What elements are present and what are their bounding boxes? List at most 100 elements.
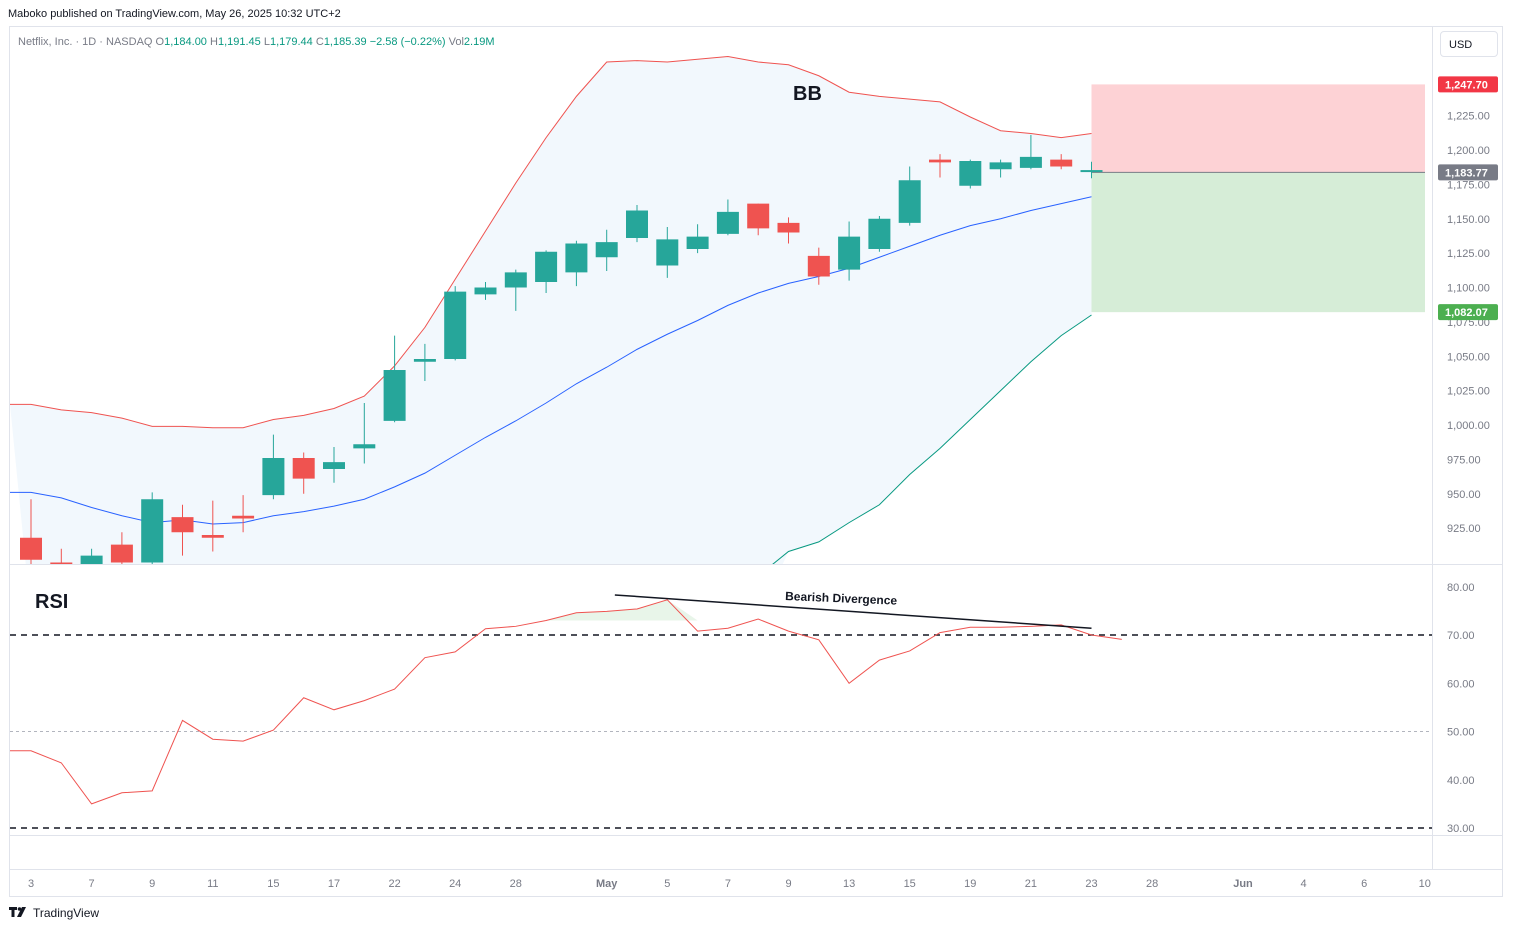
ohlc-legend: Netflix, Inc. · 1D · NASDAQ O1,184.00 H1… (18, 36, 494, 48)
time-tick-label: 7 (89, 878, 95, 890)
candle-body (595, 242, 618, 258)
bb-annotation: BB (793, 83, 822, 105)
candle (716, 199, 739, 236)
time-tick-label: 15 (904, 878, 916, 890)
time-tick-label: 11 (207, 878, 218, 890)
time-tick-label: Jun (1233, 878, 1253, 890)
candle (50, 548, 73, 564)
candle (898, 166, 921, 226)
candle (868, 216, 891, 252)
price-tick-label: 1,100.00 (1447, 283, 1490, 295)
bb-upper-line (10, 55, 1092, 429)
rsi-line (10, 599, 1122, 805)
candle-body (141, 499, 164, 563)
symbol-label[interactable]: Netflix, Inc. · 1D · NASDAQ (18, 36, 153, 48)
time-tick-label: 19 (964, 878, 976, 890)
candle-body (413, 359, 436, 362)
currency-selector[interactable]: USD (1440, 31, 1498, 57)
high-label: H (210, 36, 218, 48)
candle (232, 495, 255, 533)
candle-body (262, 458, 285, 496)
candle (292, 452, 315, 494)
candle (838, 221, 861, 281)
target-price-label-bg (1438, 304, 1498, 321)
candle (20, 499, 42, 564)
candle-body (656, 239, 679, 266)
candle (565, 240, 588, 287)
time-tick-label: 28 (1146, 878, 1158, 890)
candle-body (989, 162, 1012, 170)
tradingview-logo[interactable]: TradingView (9, 906, 99, 920)
price-tick-label: 1,175.00 (1447, 179, 1490, 191)
candle (353, 403, 376, 464)
candle-body (868, 218, 891, 249)
candle (777, 217, 800, 244)
candle-body (444, 291, 467, 359)
rsi-tick-label: 60.00 (1447, 678, 1475, 690)
price-tick-label: 1,150.00 (1447, 214, 1490, 226)
time-tick-label: 5 (664, 878, 670, 890)
rsi-title: RSI (35, 591, 68, 613)
candle-body (807, 255, 830, 277)
time-tick-label: 9 (785, 878, 791, 890)
time-tick-label: 23 (1085, 878, 1097, 890)
bb-fill (10, 56, 1092, 564)
candle-body (80, 555, 103, 564)
time-tick-label: 24 (449, 878, 461, 890)
time-tick-label: 7 (725, 878, 731, 890)
candle-body (20, 537, 42, 560)
rsi-tick-label: 40.00 (1447, 775, 1475, 787)
time-tick-label: 21 (1025, 878, 1037, 890)
volume-label: Vol (448, 36, 464, 48)
time-tick-label: 22 (388, 878, 400, 890)
candle-body (383, 370, 406, 421)
price-tick-label: 1,050.00 (1447, 351, 1490, 363)
candle (80, 548, 103, 564)
price-tick-label: 1,225.00 (1447, 111, 1490, 123)
candle-body (353, 444, 376, 449)
candle-body (110, 544, 133, 563)
time-tick-label: 13 (843, 878, 855, 890)
price-tick-label: 1,125.00 (1447, 248, 1490, 260)
candle-body (898, 180, 921, 223)
candle-body (474, 287, 497, 295)
candle-body (716, 211, 739, 234)
candle (141, 492, 164, 564)
candle-body (959, 161, 982, 186)
target-price-label: 1,082.07 (1438, 304, 1498, 321)
candle (444, 286, 467, 361)
price-price-label-bg (1438, 164, 1498, 181)
candle-body (929, 159, 951, 163)
open-value: 1,184.00 (164, 36, 207, 48)
chart-frame (9, 26, 1503, 897)
candle-body (50, 562, 73, 564)
time-tick-label: 28 (510, 878, 522, 890)
candle-body (838, 236, 861, 270)
rsi-tick-label: 30.00 (1447, 823, 1475, 835)
publish-info: Maboko published on TradingView.com, May… (8, 8, 341, 20)
time-tick-label: 17 (328, 878, 340, 890)
candle (171, 504, 194, 556)
time-tick-label: May (596, 878, 618, 890)
candle (1080, 161, 1103, 179)
candle (474, 282, 497, 300)
candle (1050, 154, 1073, 170)
open-label: O (155, 36, 165, 48)
candle-body (747, 203, 770, 229)
candle-body (1019, 156, 1042, 168)
price-price-label: 1,183.77 (1438, 164, 1498, 181)
price-price-label-text: 1,183.77 (1445, 167, 1488, 179)
change-value: −2.58 (−0.22%) (369, 36, 446, 48)
candle-body (777, 222, 800, 233)
rsi-tick-label: 70.00 (1447, 630, 1475, 642)
volume-value: 2.19M (463, 36, 495, 48)
price-pane (10, 55, 1425, 564)
bb-lower-line (772, 314, 1092, 564)
divergence-annotation: Bearish Divergence (785, 589, 898, 608)
candle (383, 335, 406, 423)
candle-body (171, 517, 194, 533)
price-tick-label: 925.00 (1447, 523, 1481, 535)
candle-body (535, 251, 558, 282)
candle (989, 159, 1012, 178)
